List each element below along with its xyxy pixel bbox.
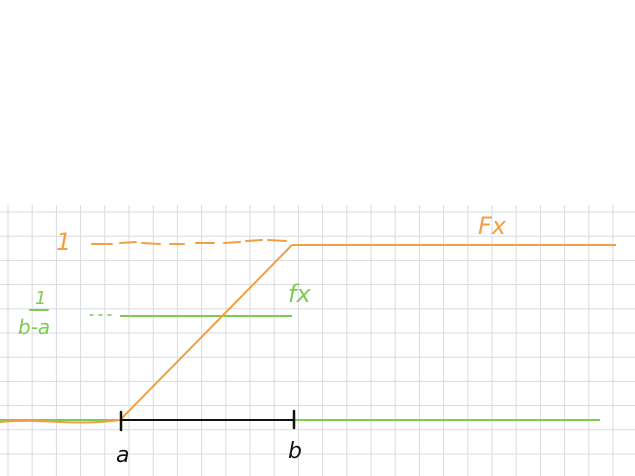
pdf-level-numerator: 1 bbox=[35, 288, 46, 309]
pdf-level-denominator: b-a bbox=[18, 315, 50, 339]
point-a-label: a bbox=[116, 443, 129, 468]
cdf-level-dash bbox=[91, 239, 287, 245]
point-b-label: b bbox=[288, 439, 302, 464]
cdf-level-label: 1 bbox=[56, 228, 71, 256]
cdf-zero-left bbox=[0, 419, 121, 424]
cdf-name-label: Fx bbox=[478, 212, 507, 240]
pdf-name-label: fx bbox=[288, 280, 311, 308]
cdf-ramp bbox=[119, 244, 293, 421]
graph-paper-grid bbox=[0, 205, 635, 476]
